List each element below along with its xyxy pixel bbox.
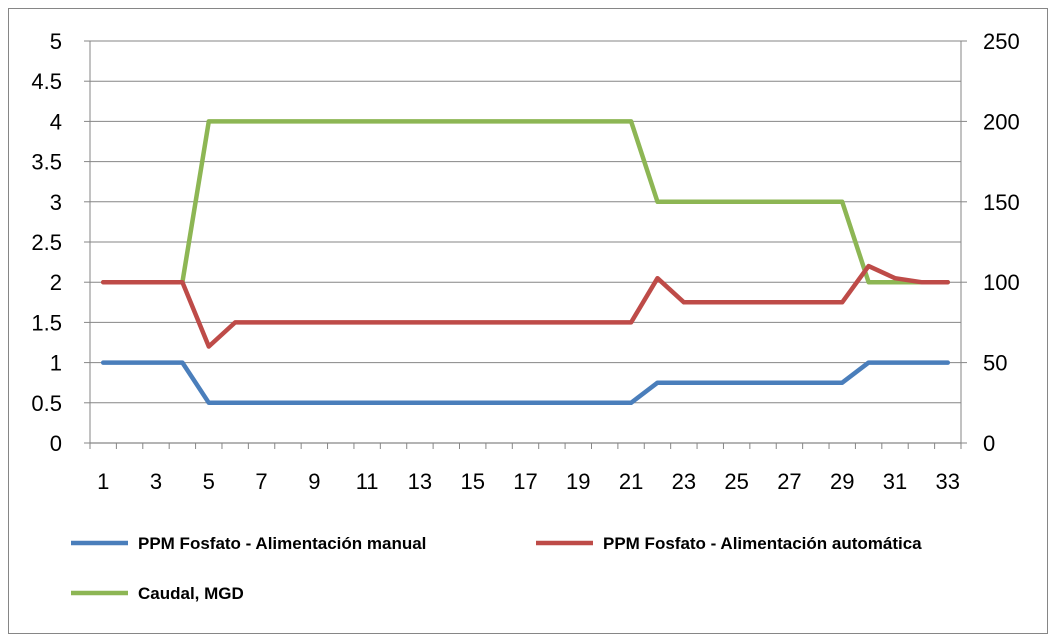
legend-label-3: Caudal, MGD — [138, 584, 244, 603]
series-line-2 — [100, 263, 951, 349]
x-tick-label: 3 — [150, 469, 162, 494]
y-left-tick-label: 3.5 — [31, 150, 62, 175]
y-left-tick-label: 4 — [50, 109, 62, 134]
y-right-tick-label: 50 — [983, 351, 1007, 376]
x-tick-label: 29 — [830, 469, 854, 494]
legend-label-1: PPM Fosfato - Alimentación manual — [138, 534, 426, 553]
y-left-tick-label: 0.5 — [31, 391, 62, 416]
y-left-tick-label: 2.5 — [31, 230, 62, 255]
x-tick-label: 21 — [619, 469, 643, 494]
y-left-tick-label: 5 — [50, 29, 62, 54]
y-right-tick-label: 100 — [983, 270, 1020, 295]
y-right-tick-label: 250 — [983, 29, 1020, 54]
legend-label-2: PPM Fosfato - Alimentación automática — [603, 534, 922, 553]
y-right-tick-label: 200 — [983, 109, 1020, 134]
x-tick-label: 5 — [203, 469, 215, 494]
x-tick-label: 17 — [513, 469, 537, 494]
x-tick-label: 31 — [883, 469, 907, 494]
x-tick-label: 19 — [566, 469, 590, 494]
x-tick-label: 9 — [308, 469, 320, 494]
y-left-tick-label: 2 — [50, 270, 62, 295]
y-left-tick-label: 3 — [50, 190, 62, 215]
x-tick-label: 23 — [672, 469, 696, 494]
y-left-tick-label: 4.5 — [31, 69, 62, 94]
y-left-tick-label: 1.5 — [31, 310, 62, 335]
y-right-tick-label: 0 — [983, 431, 995, 456]
series-line-1 — [100, 360, 951, 406]
x-tick-label: 7 — [255, 469, 267, 494]
series-line-3 — [100, 119, 951, 285]
x-tick-label: 1 — [97, 469, 109, 494]
x-tick-label: 25 — [724, 469, 748, 494]
x-tick-label: 13 — [408, 469, 432, 494]
y-left-tick-label: 0 — [50, 431, 62, 456]
x-tick-label: 27 — [777, 469, 801, 494]
y-right-tick-label: 150 — [983, 190, 1020, 215]
x-tick-label: 33 — [936, 469, 960, 494]
y-left-tick-label: 1 — [50, 351, 62, 376]
x-tick-label: 15 — [460, 469, 484, 494]
x-tick-label: 11 — [356, 469, 379, 494]
